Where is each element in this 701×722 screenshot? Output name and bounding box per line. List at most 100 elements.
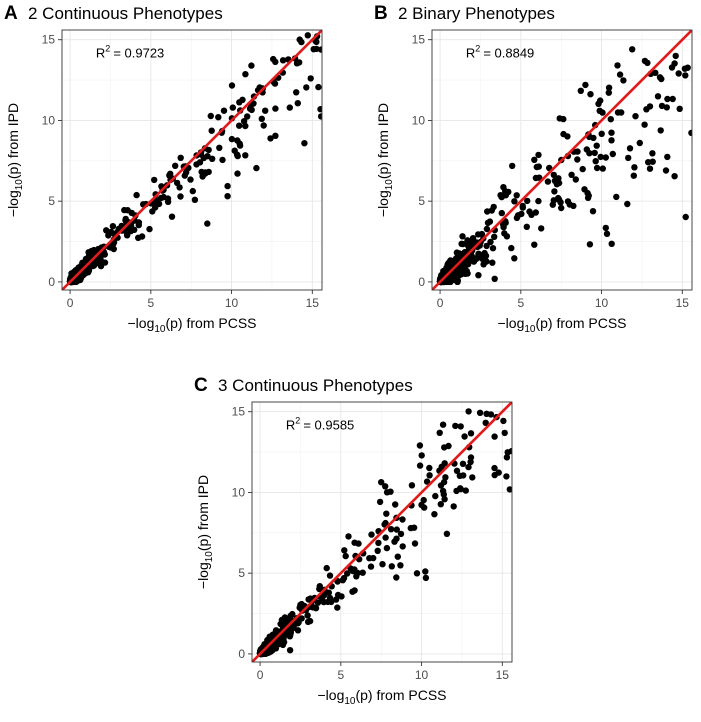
data-point	[253, 164, 260, 172]
data-point	[296, 59, 303, 66]
data-point	[497, 192, 504, 199]
axis-ticks-c	[248, 411, 503, 666]
data-point	[676, 105, 683, 113]
data-point	[382, 519, 389, 527]
data-point	[593, 142, 600, 149]
data-point	[482, 419, 489, 426]
data-point	[626, 145, 634, 152]
data-point	[306, 617, 314, 625]
data-point	[345, 533, 352, 540]
data-point	[641, 121, 648, 128]
data-point	[483, 242, 490, 250]
data-point	[608, 129, 615, 136]
data-point	[229, 104, 236, 111]
y-tick-label: 10	[412, 113, 426, 127]
data-point	[636, 139, 643, 147]
data-point	[509, 162, 516, 170]
data-point	[538, 225, 545, 232]
data-point	[393, 574, 400, 581]
data-point	[133, 191, 140, 199]
y-tick-label: 10	[232, 485, 246, 499]
data-point	[682, 213, 689, 221]
y-tick-label: 5	[48, 194, 55, 208]
data-point	[581, 186, 588, 193]
data-point	[624, 200, 631, 208]
data-point	[124, 231, 131, 238]
data-point	[286, 633, 294, 640]
data-point	[323, 564, 330, 572]
data-point	[418, 452, 425, 459]
y-axis-label-suffix: (p) from IPD	[195, 475, 211, 551]
r-squared-annotation-c: R2 = 0.9585	[286, 415, 354, 432]
y-axis-label-prefix: −log	[375, 190, 391, 217]
data-point	[475, 272, 482, 279]
y-axis-label-subscript: 10	[204, 551, 215, 563]
data-point	[278, 616, 286, 624]
data-point	[318, 46, 322, 53]
data-point	[204, 220, 211, 227]
data-point	[501, 230, 508, 237]
data-point	[649, 158, 656, 165]
data-point	[367, 563, 375, 570]
data-point	[491, 233, 498, 240]
data-point	[441, 460, 448, 467]
data-point	[630, 172, 637, 179]
data-point	[499, 221, 507, 228]
x-axis-label-suffix: (p) from PCSS	[165, 315, 256, 331]
data-point	[450, 503, 457, 510]
data-point	[443, 530, 451, 537]
data-point	[394, 553, 401, 560]
data-point	[682, 72, 689, 79]
data-point	[671, 173, 678, 180]
y-axis-label-c: −log10(p) from IPD	[195, 475, 215, 589]
data-point	[618, 109, 625, 116]
data-point	[608, 137, 615, 144]
y-axis-label-suffix: (p) from IPD	[5, 103, 21, 179]
data-point	[456, 268, 463, 276]
x-tick-label: 15	[496, 668, 510, 682]
data-point	[671, 60, 678, 67]
data-point	[379, 561, 386, 568]
data-point	[461, 433, 468, 440]
data-point	[160, 193, 167, 201]
y-axis-label-b: −log10(p) from IPD	[375, 103, 395, 217]
data-point	[191, 196, 199, 203]
r-squared-symbol: R	[286, 417, 295, 432]
x-axis-label-b: −log10(p) from PCSS	[498, 315, 627, 335]
data-point	[342, 552, 349, 560]
data-point	[326, 594, 334, 602]
data-point	[149, 208, 156, 215]
data-point	[305, 596, 312, 603]
data-point	[177, 154, 184, 161]
data-point	[258, 115, 265, 123]
data-point	[97, 262, 105, 270]
data-point	[368, 531, 375, 538]
data-point	[109, 223, 117, 230]
data-point	[382, 534, 389, 541]
data-point	[568, 171, 575, 178]
data-point	[421, 504, 428, 511]
data-point	[467, 253, 474, 261]
data-point	[209, 155, 216, 162]
data-point	[487, 238, 494, 246]
data-point	[138, 233, 146, 240]
data-point	[316, 583, 323, 590]
data-point	[504, 449, 511, 456]
data-point	[688, 129, 692, 137]
data-point	[465, 463, 472, 471]
data-point	[478, 230, 486, 238]
data-point	[481, 249, 488, 257]
x-axis-label-c: −log10(p) from PCSS	[318, 687, 447, 707]
data-point	[334, 604, 341, 611]
panel-title-c: 3 Continuous Phenotypes	[218, 376, 413, 395]
data-point	[426, 464, 433, 472]
data-point	[262, 107, 269, 114]
data-point	[228, 135, 236, 143]
data-point	[462, 487, 469, 494]
data-point	[431, 511, 438, 518]
data-point	[486, 218, 494, 225]
x-tick-label: 5	[517, 296, 524, 310]
x-axis-label-suffix: (p) from PCSS	[535, 315, 626, 331]
